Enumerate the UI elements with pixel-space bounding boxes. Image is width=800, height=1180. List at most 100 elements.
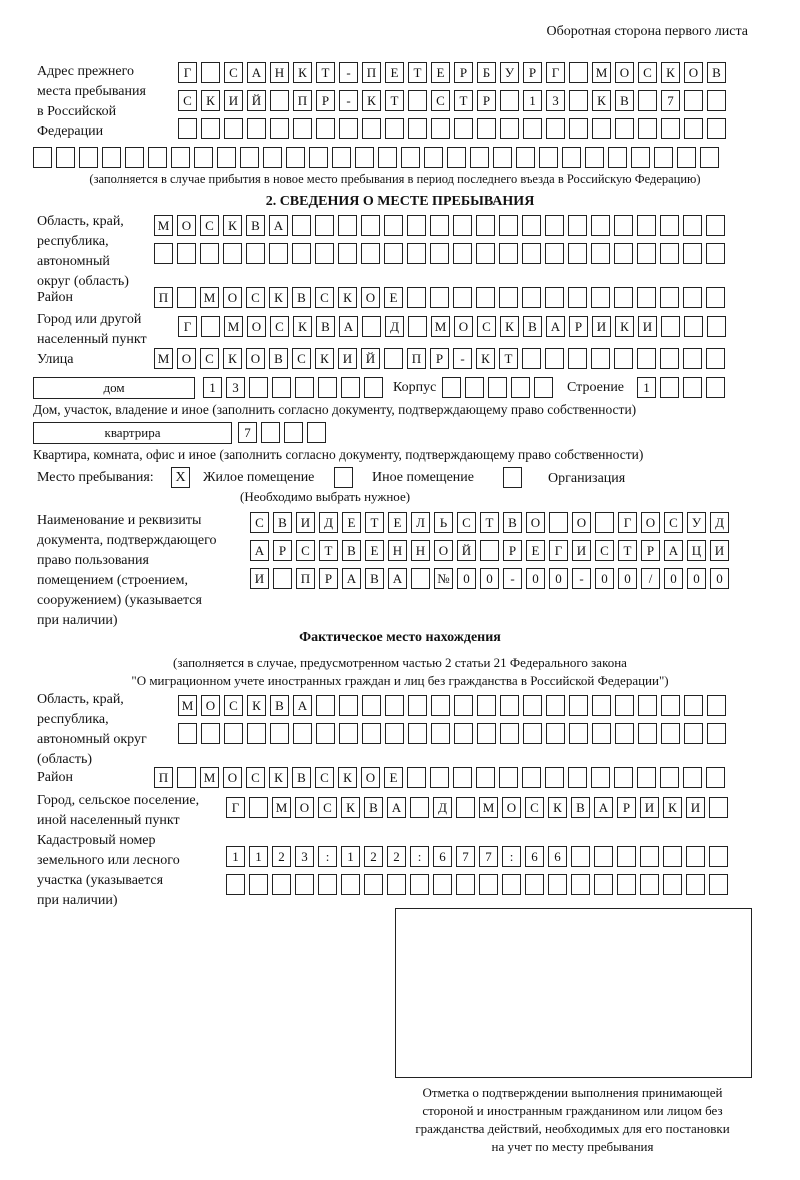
char-cell[interactable] — [408, 695, 427, 716]
char-cell[interactable]: Й — [361, 348, 380, 369]
char-cell[interactable]: Г — [178, 316, 197, 337]
char-cell[interactable]: К — [592, 90, 611, 111]
char-cell[interactable] — [686, 874, 705, 895]
char-cell[interactable]: И — [572, 540, 591, 561]
char-cell[interactable] — [431, 723, 450, 744]
char-cell[interactable]: П — [154, 767, 173, 788]
char-cell[interactable] — [500, 695, 519, 716]
char-cell[interactable]: Р — [503, 540, 522, 561]
char-cell[interactable] — [614, 348, 633, 369]
char-cell[interactable]: С — [431, 90, 450, 111]
char-cell[interactable] — [568, 348, 587, 369]
char-cell[interactable] — [476, 287, 495, 308]
char-cell[interactable] — [522, 243, 541, 264]
char-cell[interactable] — [270, 118, 289, 139]
char-cell[interactable] — [410, 797, 429, 818]
char-cell[interactable]: В — [364, 797, 383, 818]
char-cell[interactable] — [177, 287, 196, 308]
char-cell[interactable] — [614, 767, 633, 788]
char-cell[interactable] — [148, 147, 167, 168]
char-cell[interactable] — [309, 147, 328, 168]
char-cell[interactable] — [284, 422, 303, 443]
char-cell[interactable] — [269, 243, 288, 264]
char-cell[interactable] — [385, 118, 404, 139]
char-cell[interactable] — [433, 874, 452, 895]
char-cell[interactable]: : — [502, 846, 521, 867]
char-cell[interactable] — [479, 874, 498, 895]
char-cell[interactable] — [270, 723, 289, 744]
char-cell[interactable] — [401, 147, 420, 168]
char-cell[interactable]: И — [710, 540, 729, 561]
char-cell[interactable] — [246, 243, 265, 264]
char-cell[interactable] — [499, 767, 518, 788]
char-cell[interactable]: Н — [388, 540, 407, 561]
char-cell[interactable] — [364, 874, 383, 895]
char-cell[interactable] — [569, 118, 588, 139]
char-cell[interactable]: А — [269, 215, 288, 236]
char-cell[interactable] — [591, 287, 610, 308]
char-cell[interactable]: К — [269, 287, 288, 308]
char-cell[interactable]: И — [638, 316, 657, 337]
char-cell[interactable]: Н — [270, 62, 289, 83]
char-cell[interactable] — [614, 215, 633, 236]
char-cell[interactable]: А — [594, 797, 613, 818]
char-cell[interactable] — [709, 846, 728, 867]
char-cell[interactable] — [33, 147, 52, 168]
char-cell[interactable] — [224, 723, 243, 744]
char-cell[interactable] — [177, 767, 196, 788]
char-cell[interactable]: М — [479, 797, 498, 818]
char-cell[interactable] — [707, 723, 726, 744]
place-other-checkbox[interactable] — [334, 467, 353, 488]
char-cell[interactable] — [154, 243, 173, 264]
char-cell[interactable] — [407, 767, 426, 788]
char-cell[interactable]: В — [365, 568, 384, 589]
char-cell[interactable] — [201, 62, 220, 83]
char-cell[interactable] — [407, 243, 426, 264]
char-cell[interactable]: Т — [618, 540, 637, 561]
char-cell[interactable]: В — [523, 316, 542, 337]
char-cell[interactable]: Д — [385, 316, 404, 337]
char-cell[interactable] — [362, 316, 381, 337]
char-cell[interactable]: 6 — [548, 846, 567, 867]
char-cell[interactable] — [442, 377, 461, 398]
char-cell[interactable] — [270, 90, 289, 111]
char-cell[interactable]: - — [339, 90, 358, 111]
char-cell[interactable]: О — [526, 512, 545, 533]
char-cell[interactable] — [385, 695, 404, 716]
char-cell[interactable] — [431, 695, 450, 716]
char-cell[interactable]: 0 — [595, 568, 614, 589]
char-cell[interactable] — [223, 243, 242, 264]
char-cell[interactable] — [318, 377, 337, 398]
char-cell[interactable]: А — [247, 62, 266, 83]
char-cell[interactable] — [385, 723, 404, 744]
char-cell[interactable] — [684, 118, 703, 139]
char-cell[interactable]: С — [270, 316, 289, 337]
char-cell[interactable] — [500, 723, 519, 744]
char-cell[interactable] — [548, 874, 567, 895]
char-cell[interactable]: К — [661, 62, 680, 83]
char-cell[interactable] — [707, 118, 726, 139]
char-cell[interactable] — [707, 695, 726, 716]
char-cell[interactable]: Р — [454, 62, 473, 83]
char-cell[interactable] — [684, 316, 703, 337]
building-row[interactable] — [442, 377, 553, 399]
char-cell[interactable] — [591, 243, 610, 264]
char-cell[interactable] — [361, 243, 380, 264]
char-cell[interactable]: О — [615, 62, 634, 83]
char-cell[interactable] — [293, 118, 312, 139]
char-cell[interactable] — [272, 874, 291, 895]
char-cell[interactable]: Р — [477, 90, 496, 111]
char-cell[interactable]: Р — [319, 568, 338, 589]
char-cell[interactable]: 2 — [387, 846, 406, 867]
char-cell[interactable] — [522, 767, 541, 788]
char-cell[interactable]: Г — [618, 512, 637, 533]
char-cell[interactable]: О — [502, 797, 521, 818]
char-cell[interactable]: К — [247, 695, 266, 716]
char-cell[interactable]: О — [454, 316, 473, 337]
char-cell[interactable] — [640, 846, 659, 867]
char-cell[interactable]: А — [546, 316, 565, 337]
char-cell[interactable] — [408, 316, 427, 337]
char-cell[interactable]: В — [273, 512, 292, 533]
char-cell[interactable]: М — [592, 62, 611, 83]
